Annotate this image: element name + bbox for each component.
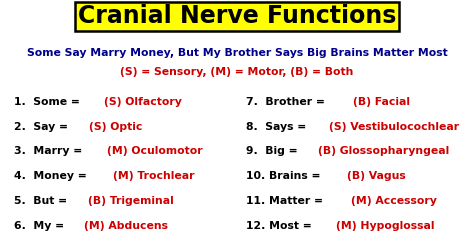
Text: (M) Oculomotor: (M) Oculomotor [107,146,203,156]
Text: 10. Brains =: 10. Brains = [246,171,325,181]
Text: (B) Trigeminal: (B) Trigeminal [88,196,173,206]
Text: 9.  Big =: 9. Big = [246,146,302,156]
Text: (S) = Sensory, (M) = Motor, (B) = Both: (S) = Sensory, (M) = Motor, (B) = Both [120,67,354,77]
Text: (S) Optic: (S) Optic [89,122,142,132]
Text: 6.  My =: 6. My = [14,220,68,231]
Text: 11. Matter =: 11. Matter = [246,196,327,206]
Text: 8.  Says =: 8. Says = [246,122,310,132]
Text: 5.  But =: 5. But = [14,196,71,206]
Text: 4.  Money =: 4. Money = [14,171,91,181]
Text: (B) Glossopharyngeal: (B) Glossopharyngeal [318,146,449,156]
Text: (M) Trochlear: (M) Trochlear [113,171,194,181]
Text: (S) Vestibulocochlear: (S) Vestibulocochlear [329,122,459,132]
Text: (M) Accessory: (M) Accessory [351,196,437,206]
Text: (M) Abducens: (M) Abducens [84,220,168,231]
Text: (B) Facial: (B) Facial [353,97,410,107]
Text: Some Say Marry Money, But My Brother Says Big Brains Matter Most: Some Say Marry Money, But My Brother Say… [27,48,447,58]
Text: 2.  Say =: 2. Say = [14,122,72,132]
Text: 1.  Some =: 1. Some = [14,97,84,107]
Text: 7.  Brother =: 7. Brother = [246,97,329,107]
Text: (B) Vagus: (B) Vagus [347,171,406,181]
Text: (M) Hypoglossal: (M) Hypoglossal [336,220,435,231]
Text: (S) Olfactory: (S) Olfactory [104,97,182,107]
Text: 12. Most =: 12. Most = [246,220,316,231]
Text: 3.  Marry =: 3. Marry = [14,146,86,156]
Text: Cranial Nerve Functions: Cranial Nerve Functions [78,4,396,28]
